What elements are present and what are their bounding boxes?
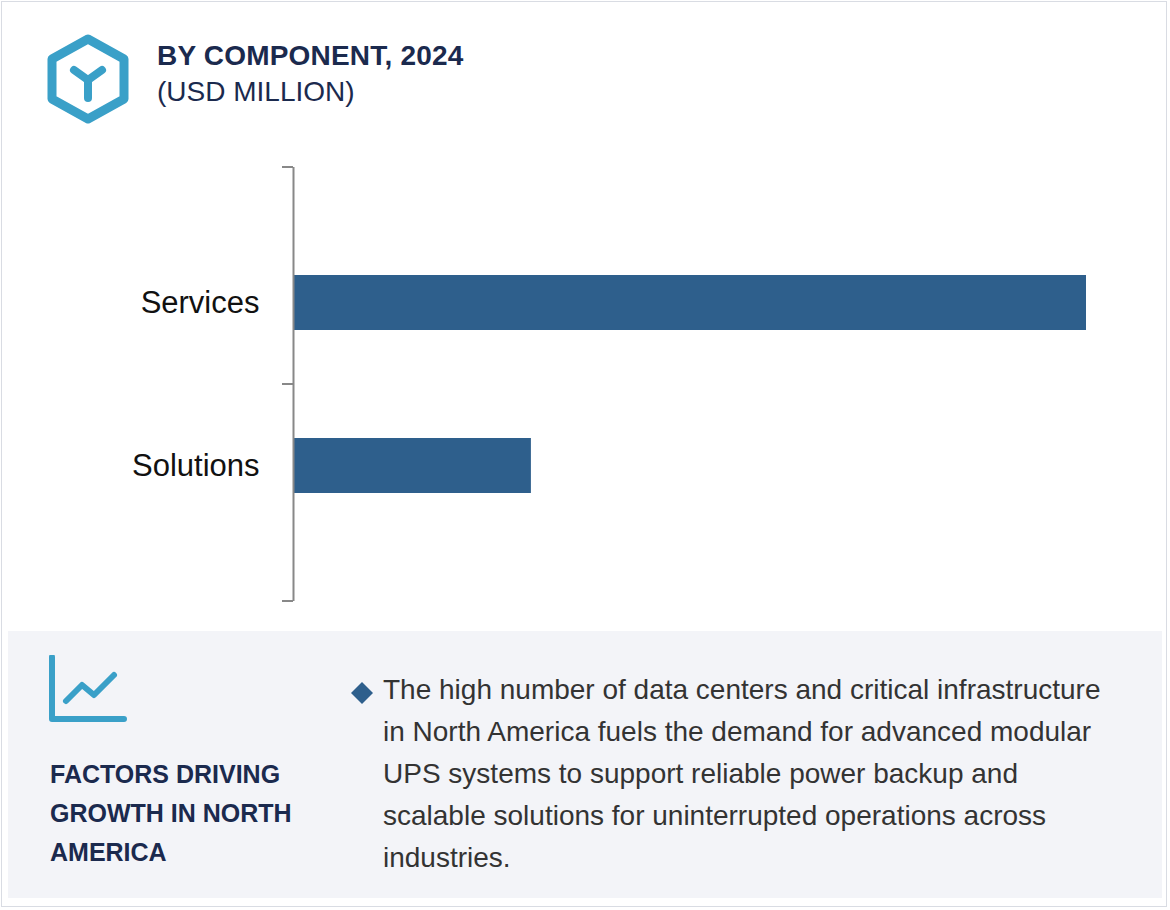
html-text:(USD MILLION): (USD MILLION): [157, 76, 355, 107]
html-text:The high number of data center: The high number of data centers and crit…: [383, 674, 1101, 873]
svg-text:Services: Services: [141, 285, 260, 320]
html-text:FACTORS DRIVING GROWTH IN NORT: FACTORS DRIVING GROWTH IN NORTH AMERICA: [50, 760, 292, 866]
svg-text:Solutions: Solutions: [132, 448, 260, 483]
html-text:BY COMPONENT, 2024: BY COMPONENT, 2024: [157, 40, 464, 71]
